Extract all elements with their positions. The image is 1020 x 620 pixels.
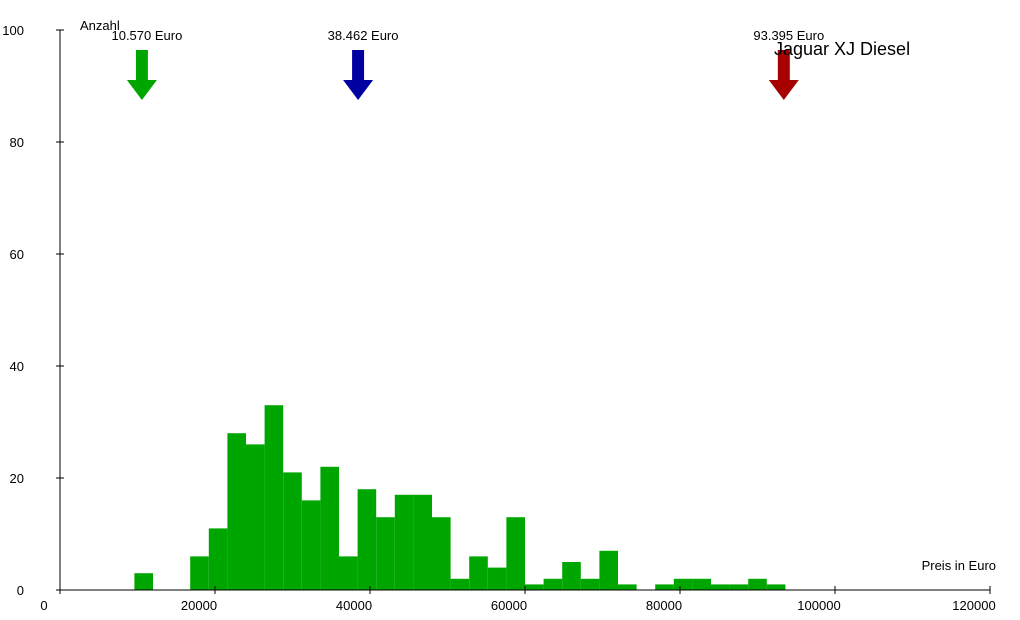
histogram-bar: [208, 528, 228, 590]
x-tick-label: 60000: [491, 598, 527, 613]
y-tick-label: 60: [10, 247, 24, 262]
histogram-bar: [264, 405, 284, 590]
histogram-bar: [450, 578, 470, 590]
marker-min: 10.570 Euro: [111, 28, 182, 100]
histogram-bar: [543, 578, 563, 590]
histogram-bar: [729, 584, 749, 590]
histogram-bar: [599, 550, 618, 590]
y-axis-ticks: 0 20 40 60 80 100: [2, 23, 64, 598]
y-axis-label: Anzahl: [80, 18, 120, 33]
x-tick-label: 0: [40, 598, 47, 613]
marker-arrow-min: [126, 50, 157, 100]
x-axis-ticks: 0 20000 40000 60000 80000 100000 120000: [40, 586, 996, 613]
histogram-bar: [469, 556, 488, 590]
histogram-bar: [413, 494, 432, 590]
x-tick-label: 20000: [181, 598, 217, 613]
histogram-bar: [673, 578, 693, 590]
chart-title: Jaguar XJ Diesel: [774, 39, 910, 59]
histogram-bar: [432, 517, 451, 590]
y-tick-label: 20: [10, 471, 24, 486]
marker-arrow-max: [768, 50, 799, 100]
x-tick-label: 120000: [952, 598, 995, 613]
histogram-bar: [246, 444, 265, 590]
histogram-bar: [376, 517, 395, 590]
histogram-bar: [339, 556, 358, 590]
histogram-bar: [766, 584, 786, 590]
histogram-bar: [748, 578, 767, 590]
histogram-bar: [357, 489, 377, 590]
histogram-bar: [692, 578, 711, 590]
x-tick-label: 100000: [797, 598, 840, 613]
y-tick-label: 80: [10, 135, 24, 150]
histogram-bar: [525, 584, 544, 590]
histogram-bar: [580, 578, 600, 590]
histogram-bar: [618, 584, 637, 590]
histogram-bar: [655, 584, 674, 590]
marker-label-max: 93.395 Euro: [753, 28, 824, 43]
histogram-bar: [394, 494, 414, 590]
histogram-bar: [320, 466, 339, 590]
histogram-bar: [562, 562, 581, 590]
histogram-bar: [283, 472, 302, 590]
x-tick-label: 40000: [336, 598, 372, 613]
price-markers: 10.570 Euro 38.462 Euro 93.395 Euro: [111, 28, 824, 100]
histogram-bar: [227, 433, 246, 590]
histogram-bar: [711, 584, 730, 590]
y-tick-label: 40: [10, 359, 24, 374]
marker-avg: 38.462 Euro: [328, 28, 399, 100]
histogram-bar: [190, 556, 209, 590]
histogram-bar: [487, 567, 507, 590]
histogram-bar: [506, 517, 525, 590]
x-tick-label: 80000: [646, 598, 682, 613]
histogram-bar: [134, 573, 153, 590]
marker-arrow-avg: [343, 50, 374, 100]
marker-max: 93.395 Euro: [753, 28, 824, 100]
marker-label-avg: 38.462 Euro: [328, 28, 399, 43]
marker-label-min: 10.570 Euro: [111, 28, 182, 43]
histogram-bars: [134, 405, 786, 590]
histogram-bar: [301, 500, 321, 590]
x-axis-label: Preis in Euro: [922, 558, 996, 573]
chart-axes: [59, 30, 990, 591]
y-tick-label: 100: [2, 23, 24, 38]
y-tick-label: 0: [17, 583, 24, 598]
